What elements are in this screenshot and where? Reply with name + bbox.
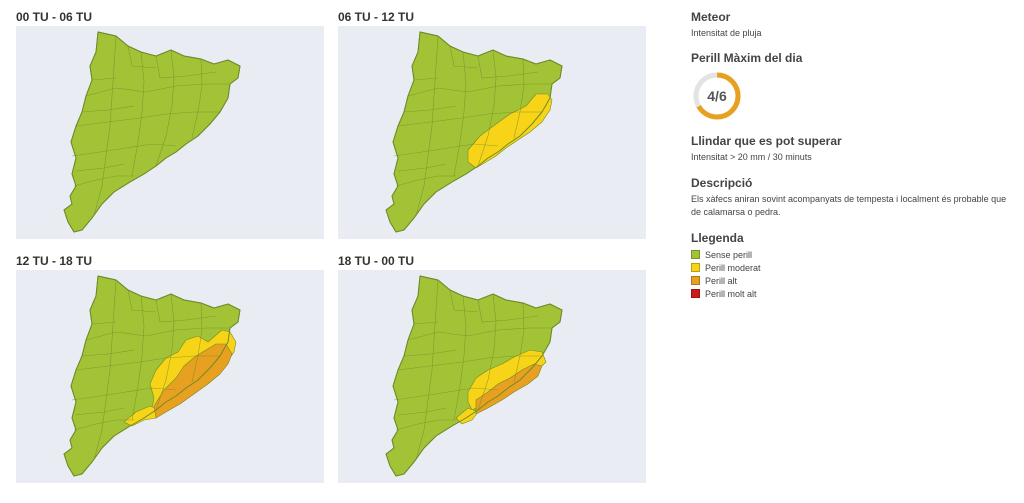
catalonia-map (385, 275, 563, 477)
legend-label: Perill moderat (705, 262, 761, 273)
description-heading: Descripció (691, 176, 753, 190)
legend-swatch-yellow (691, 263, 700, 272)
legend-label: Sense perill (705, 249, 753, 260)
legend-heading: Llegenda (691, 231, 744, 245)
info-sidebar: Meteor Intensitat de pluja Perill Màxim … (691, 9, 1011, 300)
map-panel-12-18: 12 TU - 18 TU (16, 253, 324, 483)
map-panel-00-06: 00 TU - 06 TU (16, 9, 324, 239)
threshold-heading: Llindar que es pot superar (691, 134, 842, 148)
map-area[interactable] (16, 270, 324, 483)
coastline (63, 275, 241, 477)
legend-label: Perill molt alt (705, 288, 757, 299)
catalonia-map (385, 31, 563, 233)
catalonia-map (63, 31, 241, 233)
danger-gauge: 4/6 (691, 70, 743, 122)
legend-item: Perill molt alt (691, 287, 1011, 300)
panel-title: 06 TU - 12 TU (338, 10, 415, 24)
map-area[interactable] (338, 270, 646, 483)
panel-title: 12 TU - 18 TU (16, 254, 93, 268)
region-green (63, 31, 241, 233)
legend-item: Sense perill (691, 248, 1011, 261)
panel-title: 00 TU - 06 TU (16, 10, 93, 24)
description-text: Els xàfecs aniran sovint acompanyats de … (691, 194, 1007, 217)
legend-item: Perill moderat (691, 261, 1011, 274)
coastline (385, 31, 563, 233)
map-panel-06-12: 06 TU - 12 TU (338, 9, 646, 239)
meteor-heading: Meteor (691, 10, 731, 24)
region-orange (475, 363, 543, 415)
legend-item: Perill alt (691, 274, 1011, 287)
legend-list: Sense perill Perill moderat Perill alt P… (691, 248, 1011, 300)
danger-value: 4/6 (707, 88, 727, 104)
coastline (63, 31, 241, 233)
catalonia-map (63, 275, 241, 477)
legend-swatch-green (691, 250, 700, 259)
map-area[interactable] (338, 26, 646, 239)
region-orange (153, 343, 233, 419)
map-panel-18-00: 18 TU - 00 TU (338, 253, 646, 483)
coastline (385, 275, 563, 477)
region-yellow (467, 93, 553, 169)
panel-title: 18 TU - 00 TU (338, 254, 415, 268)
legend-swatch-orange (691, 276, 700, 285)
threshold-value: Intensitat > 20 mm / 30 minuts (691, 152, 812, 162)
meteor-value: Intensitat de pluja (691, 28, 762, 38)
danger-heading: Perill Màxim del dia (691, 51, 803, 65)
legend-label: Perill alt (705, 275, 738, 286)
region-green (385, 31, 563, 233)
legend-swatch-red (691, 289, 700, 298)
map-area[interactable] (16, 26, 324, 239)
